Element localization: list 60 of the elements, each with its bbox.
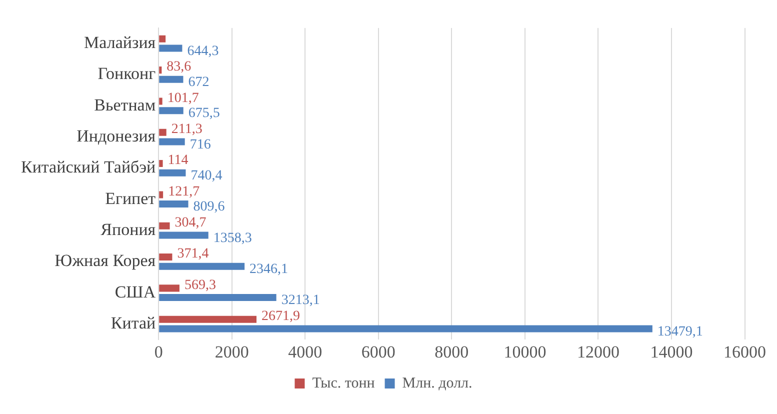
x-tick-label: 10000 bbox=[504, 342, 546, 362]
y-tick-label: Египет bbox=[105, 188, 156, 208]
data-label: 371,4 bbox=[177, 246, 209, 262]
data-label: 716 bbox=[190, 137, 211, 152]
bar bbox=[159, 316, 256, 323]
bar bbox=[159, 107, 184, 114]
x-tick-label: 2000 bbox=[214, 342, 249, 362]
data-label: 644,3 bbox=[187, 44, 219, 59]
bar bbox=[159, 191, 164, 198]
data-label: 569,3 bbox=[184, 278, 216, 293]
y-tick-label: Вьетнам bbox=[94, 95, 156, 114]
bar bbox=[159, 66, 162, 74]
legend-label: Млн. долл. bbox=[402, 375, 472, 392]
y-tick-label: США bbox=[114, 282, 156, 302]
bar bbox=[159, 169, 186, 176]
bar bbox=[159, 76, 184, 83]
data-label: 809,6 bbox=[193, 200, 225, 215]
bar bbox=[159, 254, 172, 261]
bar bbox=[159, 222, 170, 230]
bar bbox=[159, 284, 180, 292]
y-tick-label: Китай bbox=[110, 313, 156, 332]
data-label: 675,5 bbox=[188, 106, 220, 122]
bar bbox=[159, 262, 245, 270]
x-tick-label: 0 bbox=[154, 342, 163, 362]
x-tick-label: 12000 bbox=[576, 342, 620, 362]
legend-label: Тыс. тонн bbox=[312, 375, 375, 392]
data-label: 304,7 bbox=[174, 216, 206, 231]
data-label: 211,3 bbox=[171, 122, 202, 138]
y-tick-label: Индонезия bbox=[76, 126, 156, 146]
x-tick-label: 4000 bbox=[288, 342, 322, 362]
bar bbox=[159, 98, 162, 105]
bar bbox=[159, 200, 188, 208]
data-label: 672 bbox=[188, 75, 210, 90]
data-label: 114 bbox=[168, 153, 188, 168]
data-label: 3213,1 bbox=[281, 293, 320, 308]
bar bbox=[159, 325, 652, 332]
bar bbox=[159, 44, 182, 52]
y-tick-label: Япония bbox=[100, 220, 156, 240]
bar bbox=[159, 138, 185, 146]
bar bbox=[159, 232, 208, 239]
data-label: 2671,9 bbox=[261, 309, 300, 324]
data-label: 121,7 bbox=[168, 184, 200, 200]
bar bbox=[159, 128, 166, 136]
data-label: 740,4 bbox=[190, 168, 222, 184]
bar bbox=[159, 35, 166, 42]
x-tick-label: 6000 bbox=[361, 342, 396, 362]
y-tick-label: Китайский Тайбэй bbox=[20, 158, 156, 177]
bar bbox=[159, 160, 163, 168]
y-tick-label: Гонконг bbox=[98, 64, 156, 84]
data-label: 1358,3 bbox=[213, 230, 252, 246]
y-tick-label: Малайзия bbox=[84, 33, 156, 52]
y-tick-label: Южная Корея bbox=[54, 251, 156, 270]
x-tick-label: 14000 bbox=[650, 342, 693, 362]
x-tick-label: 8000 bbox=[434, 342, 469, 362]
data-label: 13479,1 bbox=[657, 324, 703, 340]
data-label: 83,6 bbox=[166, 60, 192, 75]
x-tick-label: 16000 bbox=[724, 342, 766, 362]
data-label: 101,7 bbox=[167, 90, 199, 106]
data-label: 2346,1 bbox=[250, 262, 288, 278]
bar bbox=[159, 294, 276, 302]
